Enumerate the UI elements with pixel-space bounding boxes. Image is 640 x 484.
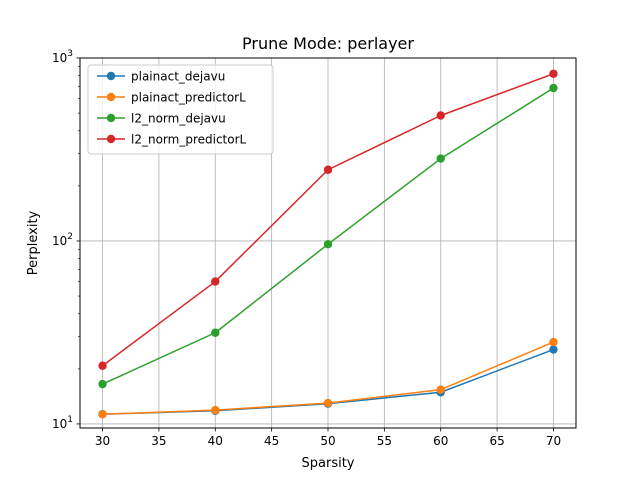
data-point [211, 277, 220, 286]
legend-entry: plainact_dejavu [97, 70, 225, 84]
y-tick-label-base: 10 [52, 234, 67, 248]
data-point [549, 337, 558, 347]
x-tick-label: 50 [320, 434, 335, 448]
data-point [549, 345, 558, 354]
legend-box [87, 64, 274, 155]
data-point [436, 385, 445, 394]
legend-marker [106, 71, 116, 81]
x-tick-label: 30 [95, 434, 110, 448]
legend-entry: l2_norm_dejavu [97, 112, 226, 126]
x-axis-label: Sparsity [302, 456, 355, 471]
x-tick-label: 70 [546, 434, 561, 448]
data-point [436, 111, 445, 120]
x-tick-label: 35 [151, 434, 166, 448]
y-tick-label-exponent: 3 [67, 49, 73, 59]
x-tick-label: 45 [264, 434, 279, 448]
data-point [549, 83, 558, 93]
data-series [98, 69, 558, 419]
legend-label: plainact_predictorL [131, 91, 246, 105]
y-tick-label-exponent: 1 [67, 415, 73, 425]
chart-title: Prune Mode: perlayer [242, 34, 414, 53]
legend-marker [106, 113, 116, 123]
legend-label: l2_norm_dejavu [131, 112, 226, 126]
legend-entry: plainact_predictorL [97, 91, 246, 105]
data-point [211, 405, 220, 415]
data-point [98, 379, 107, 389]
x-tick-label: 40 [208, 434, 223, 448]
x-tick-label: 65 [489, 434, 504, 448]
data-point [211, 328, 220, 337]
legend-label: plainact_dejavu [131, 70, 225, 84]
legend-entries: plainact_dejavu plainact_predictorL l2_nor… [97, 70, 247, 147]
legend-marker [106, 92, 116, 102]
y-tick-label-exponent: 2 [67, 232, 73, 242]
series-l2_norm_predictorL [98, 69, 558, 370]
y-axis-label: Perplexity [26, 210, 41, 275]
series-plainact_predictorL [98, 337, 558, 419]
data-point [98, 410, 107, 419]
y-tick-label: 102 [52, 232, 73, 248]
legend: plainact_dejavu plainact_predictorL l2_nor… [87, 64, 274, 155]
series-l2_norm_dejavu [98, 83, 558, 389]
data-point [323, 165, 333, 174]
x-tick-label: 55 [377, 434, 392, 448]
data-point [436, 154, 445, 163]
data-point [549, 69, 558, 78]
legend-label: l2_norm_predictorL [131, 133, 247, 147]
y-tick-label: 101 [52, 415, 73, 431]
data-point [323, 240, 333, 249]
y-tick-label: 103 [52, 49, 73, 65]
data-point [98, 361, 107, 370]
plot-area-frame [79, 57, 577, 429]
x-tick-label: 60 [433, 434, 448, 448]
legend-marker [106, 134, 116, 144]
y-tick-label-base: 10 [52, 51, 67, 65]
data-point [323, 398, 333, 408]
y-tick-label-base: 10 [52, 417, 67, 431]
legend-entry: l2_norm_predictorL [97, 133, 247, 147]
